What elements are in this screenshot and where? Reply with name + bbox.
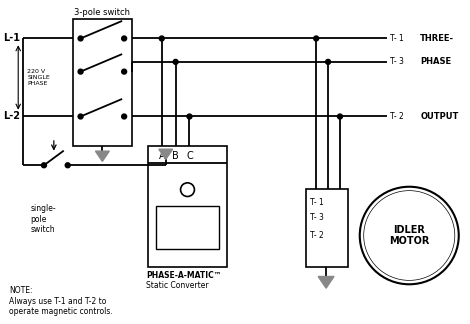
Text: T- 3: T- 3 [391, 57, 404, 66]
Circle shape [173, 59, 178, 64]
Circle shape [65, 163, 70, 168]
Circle shape [122, 114, 126, 119]
Text: T- 3: T- 3 [310, 214, 324, 223]
Text: B: B [172, 151, 179, 160]
Circle shape [159, 36, 164, 41]
Text: PHASE: PHASE [420, 57, 451, 66]
Circle shape [41, 163, 47, 168]
Text: L-2: L-2 [3, 111, 20, 122]
Text: 3-pole switch: 3-pole switch [74, 8, 130, 17]
Text: A: A [158, 151, 165, 160]
Circle shape [78, 36, 83, 41]
Circle shape [326, 59, 330, 64]
Bar [73, 19, 132, 146]
Circle shape [122, 36, 126, 41]
Text: Static Converter: Static Converter [146, 281, 209, 290]
Text: T- 2: T- 2 [310, 231, 324, 240]
Text: OUTPUT: OUTPUT [420, 112, 459, 121]
Text: 220 V
SINGLE
PHASE: 220 V SINGLE PHASE [27, 69, 50, 86]
Circle shape [313, 36, 319, 41]
Circle shape [337, 114, 343, 119]
Polygon shape [159, 149, 172, 159]
Text: L-1: L-1 [3, 33, 20, 43]
Circle shape [187, 114, 192, 119]
Text: single-
pole
switch: single- pole switch [30, 204, 56, 234]
Text: T- 1: T- 1 [310, 198, 324, 207]
Text: T- 1: T- 1 [391, 34, 404, 43]
Bar [306, 189, 348, 267]
Polygon shape [95, 151, 110, 161]
Bar [156, 206, 219, 249]
Text: IDLER
MOTOR: IDLER MOTOR [389, 225, 430, 246]
Bar [148, 146, 227, 267]
Circle shape [78, 114, 83, 119]
Circle shape [122, 69, 126, 74]
Text: NOTE:
Always use T-1 and T-2 to
operate magnetic controls.: NOTE: Always use T-1 and T-2 to operate … [9, 286, 113, 316]
Circle shape [78, 69, 83, 74]
Text: PHASE-A-MATIC™: PHASE-A-MATIC™ [146, 271, 221, 280]
Text: THREE-: THREE- [420, 34, 454, 43]
Text: C: C [186, 151, 193, 160]
Text: T- 2: T- 2 [391, 112, 404, 121]
Polygon shape [318, 276, 334, 288]
